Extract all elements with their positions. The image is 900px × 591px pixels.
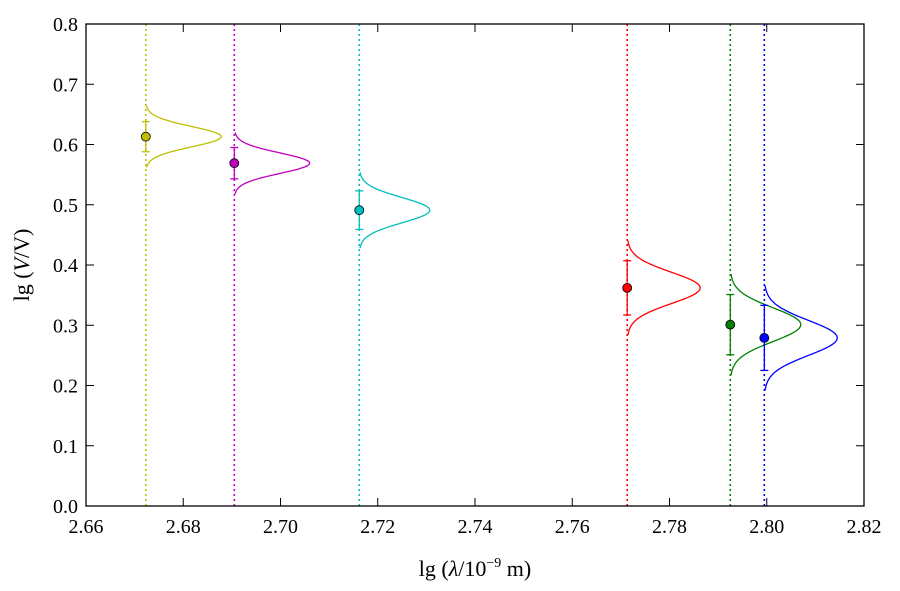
x-tick-label: 2.76 bbox=[555, 516, 590, 538]
axis-ticks: 2.66 2.68 2.70 2.72 2.74 2.76 2.78 2.80 2.82 0.0 0… bbox=[53, 14, 882, 538]
series-0 bbox=[140, 24, 222, 506]
x-tick-label: 2.72 bbox=[360, 516, 395, 538]
series-4 bbox=[725, 24, 802, 506]
y-tick-label: 0.7 bbox=[53, 74, 78, 96]
y-tick-label: 0.1 bbox=[53, 436, 78, 458]
axes-frame bbox=[85, 23, 865, 507]
data-point bbox=[725, 319, 736, 330]
x-axis-label: lg (λ/10−9 m) bbox=[419, 556, 531, 581]
series-1 bbox=[229, 24, 311, 506]
data-point bbox=[354, 205, 365, 216]
y-tick-label: 0.8 bbox=[53, 14, 78, 36]
y-tick-label: 0.3 bbox=[53, 315, 78, 337]
x-tick-label: 2.74 bbox=[458, 516, 493, 538]
y-tick-label: 0.6 bbox=[53, 135, 78, 157]
gaussian-curve bbox=[146, 105, 222, 168]
x-tick-label: 2.68 bbox=[166, 516, 201, 538]
data-point bbox=[622, 282, 633, 293]
series-2 bbox=[354, 24, 431, 506]
series-5 bbox=[759, 24, 838, 506]
y-tick-label: 0.2 bbox=[53, 376, 78, 398]
x-tick-label: 2.78 bbox=[652, 516, 687, 538]
y-tick-label: 0.0 bbox=[53, 496, 78, 518]
gaussian-curve bbox=[764, 285, 838, 391]
plot-area bbox=[140, 24, 838, 506]
y-tick-label: 0.5 bbox=[53, 195, 78, 217]
series-3 bbox=[622, 24, 701, 506]
x-tick-label: 2.66 bbox=[69, 516, 104, 538]
gaussian-curve bbox=[627, 240, 701, 335]
gaussian-curve bbox=[359, 172, 431, 249]
x-tick-label: 2.70 bbox=[263, 516, 298, 538]
data-point bbox=[229, 158, 240, 169]
y-tick-label: 0.4 bbox=[53, 255, 78, 277]
y-axis-label: lg (V/V) bbox=[9, 229, 34, 302]
x-tick-label: 2.80 bbox=[749, 516, 784, 538]
x-tick-label: 2.82 bbox=[847, 516, 882, 538]
data-point bbox=[140, 131, 151, 142]
data-point bbox=[759, 333, 770, 343]
gaussian-curve bbox=[234, 132, 311, 195]
gaussian-curve bbox=[730, 273, 802, 376]
